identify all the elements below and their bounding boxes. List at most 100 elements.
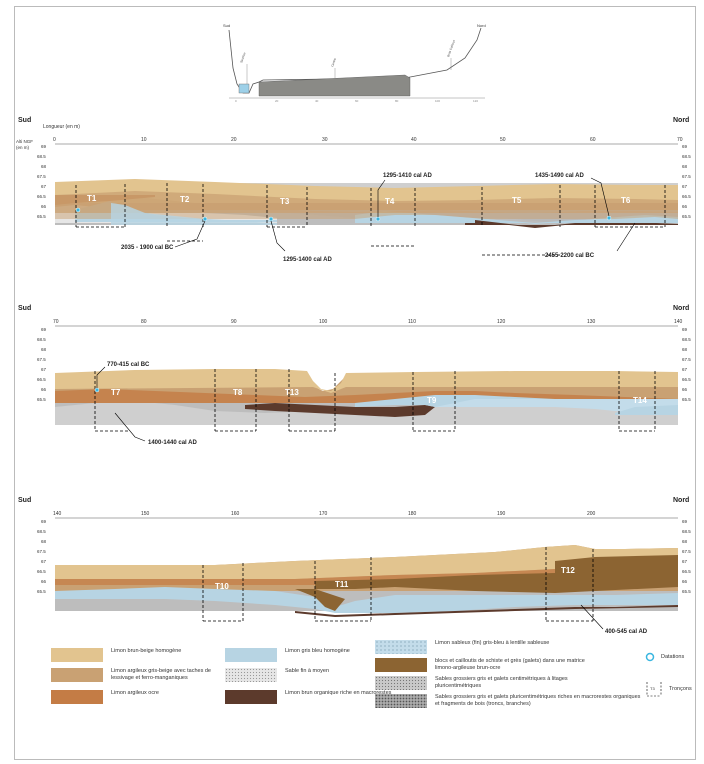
legend-item: Limon argileux ocre: [51, 690, 223, 704]
x-tick: 10: [141, 137, 147, 143]
svg-text:0: 0: [235, 99, 237, 103]
svg-text:120: 120: [473, 99, 478, 103]
legend-item: Limon sableux (fin) gris-bleu à lentille…: [375, 640, 585, 654]
y-tick: 66: [41, 387, 47, 392]
x-tick: 180: [408, 511, 417, 517]
dating-point: [75, 207, 81, 213]
legend-label: Limon argileux ocre: [111, 690, 159, 696]
y-tick: 69: [41, 144, 47, 149]
y-tick: 67.5: [37, 174, 46, 179]
x-tick: 140: [53, 511, 62, 517]
y-tick: 65.5: [37, 214, 46, 219]
y-tick-right: 66.5: [682, 569, 691, 574]
y-tick-right: 69: [682, 144, 688, 149]
segment-marker-tag: T3: [650, 686, 655, 691]
y-tick: 65.5: [37, 589, 46, 594]
y-tick-right: 67: [682, 559, 688, 564]
legend-item: Limon argileux gris-beige avec taches de…: [51, 668, 223, 682]
svg-text:20: 20: [275, 99, 279, 103]
x-tick: 100: [319, 319, 328, 325]
legend-item: Limon brun organique riche en macroreste…: [225, 690, 397, 704]
legend-item: blocs et cailloutis de schiste et grès (…: [375, 658, 585, 672]
svg-text:100: 100: [435, 99, 440, 103]
y-tick: 68.5: [37, 154, 46, 159]
y-tick-right: 68: [682, 539, 688, 544]
legend-label: blocs et cailloutis de schiste et grès (…: [435, 658, 585, 671]
date-label: 1295-1400 cal AD: [283, 257, 332, 263]
figure-frame: [14, 6, 696, 760]
y-tick-right: 65.5: [682, 214, 691, 219]
x-tick: 20: [231, 137, 237, 143]
y-tick: 66.5: [37, 194, 46, 199]
y-tick: 69: [41, 327, 47, 332]
legend-item: Limon brun-beige homogène: [51, 648, 223, 662]
segment-label: T5: [512, 196, 522, 205]
y-tick-right: 68: [682, 164, 688, 169]
y-tick-right: 65.5: [682, 589, 691, 594]
segment-label: T2: [180, 195, 190, 204]
y-tick: 68.5: [37, 337, 46, 342]
legend-label: Limon brun organique riche en macroreste…: [285, 690, 392, 696]
y-tick: 68: [41, 539, 47, 544]
y-tick-right: 65.5: [682, 397, 691, 402]
y-tick-right: 67.5: [682, 174, 691, 179]
overview-label-centre: Centre: [330, 57, 337, 67]
y-tick-right: 67: [682, 184, 688, 189]
x-tick: 190: [497, 511, 506, 517]
overview-label-bras: Bras Cailloux: [446, 39, 456, 57]
section1-alt-unit: (en m): [16, 145, 30, 150]
segment-label: T12: [561, 566, 575, 575]
legend-label: Sables grossiers gris et galets pluricen…: [435, 694, 641, 707]
section1-north: Nord: [673, 117, 689, 124]
y-tick-right: 68.5: [682, 154, 691, 159]
overview-north: Nord: [477, 23, 486, 28]
legend: Limon brun-beige homogène Limon argileux…: [15, 640, 693, 710]
y-tick: 69: [41, 519, 47, 524]
dating-point: [202, 216, 208, 222]
legend-item: Sables grossiers gris et galets pluricen…: [375, 694, 645, 708]
y-tick: 68: [41, 164, 47, 169]
y-tick-right: 67.5: [682, 549, 691, 554]
y-tick: 67: [41, 184, 47, 189]
segment-label: T1: [87, 194, 97, 203]
x-tick: 50: [500, 137, 506, 143]
stratigraphic-section-2: Sud Nord 70 80 90 100 110 120 130 140 69…: [18, 305, 691, 446]
x-tick: 70: [53, 319, 59, 325]
dating-point: [94, 387, 100, 393]
datations-legend: Datations: [645, 652, 684, 662]
x-tick: 140: [674, 319, 683, 325]
y-tick-right: 66: [682, 387, 688, 392]
dating-point: [375, 216, 381, 222]
section3-north: Nord: [673, 497, 689, 504]
section2-north: Nord: [673, 305, 689, 312]
x-tick: 170: [319, 511, 328, 517]
date-label: 2035 - 1900 cal BC: [121, 245, 174, 251]
y-tick: 67.5: [37, 549, 46, 554]
segment-label: T10: [215, 582, 229, 591]
overview-label-seuillon: Seuillon: [239, 52, 247, 64]
y-tick: 66: [41, 579, 47, 584]
legend-label: Limon argileux gris-beige avec taches de…: [111, 668, 211, 681]
legend-label: Limon sableux (fin) gris-bleu à lentille…: [435, 640, 550, 646]
segment-label: T8: [233, 388, 243, 397]
x-tick: 160: [231, 511, 240, 517]
overview-profile: 0 20 40 60 80 100 120 Sud Nord Seuillon Centr…: [215, 18, 500, 110]
y-tick-right: 66.5: [682, 194, 691, 199]
x-tick: 40: [411, 137, 417, 143]
y-tick: 66.5: [37, 569, 46, 574]
dating-point: [268, 216, 274, 222]
legend-item: Sables grossiers gris et galets centimét…: [375, 676, 585, 690]
y-tick-right: 67: [682, 367, 688, 372]
date-label: 400-545 cal AD: [605, 629, 648, 635]
y-tick-right: 66.5: [682, 377, 691, 382]
x-tick: 60: [590, 137, 596, 143]
svg-text:40: 40: [315, 99, 319, 103]
datations-label: Datations: [661, 654, 685, 660]
date-label: 2455-2200 cal BC: [545, 253, 595, 259]
svg-text:80: 80: [395, 99, 399, 103]
segment-label: T4: [385, 197, 395, 206]
y-tick: 68: [41, 347, 47, 352]
y-tick: 65.5: [37, 397, 46, 402]
stratigraphic-section-1: Sud Nord Longueur (en m) Alti NGF (en m)…: [16, 117, 691, 263]
legend-item: Limon gris bleu homogène: [225, 648, 397, 662]
